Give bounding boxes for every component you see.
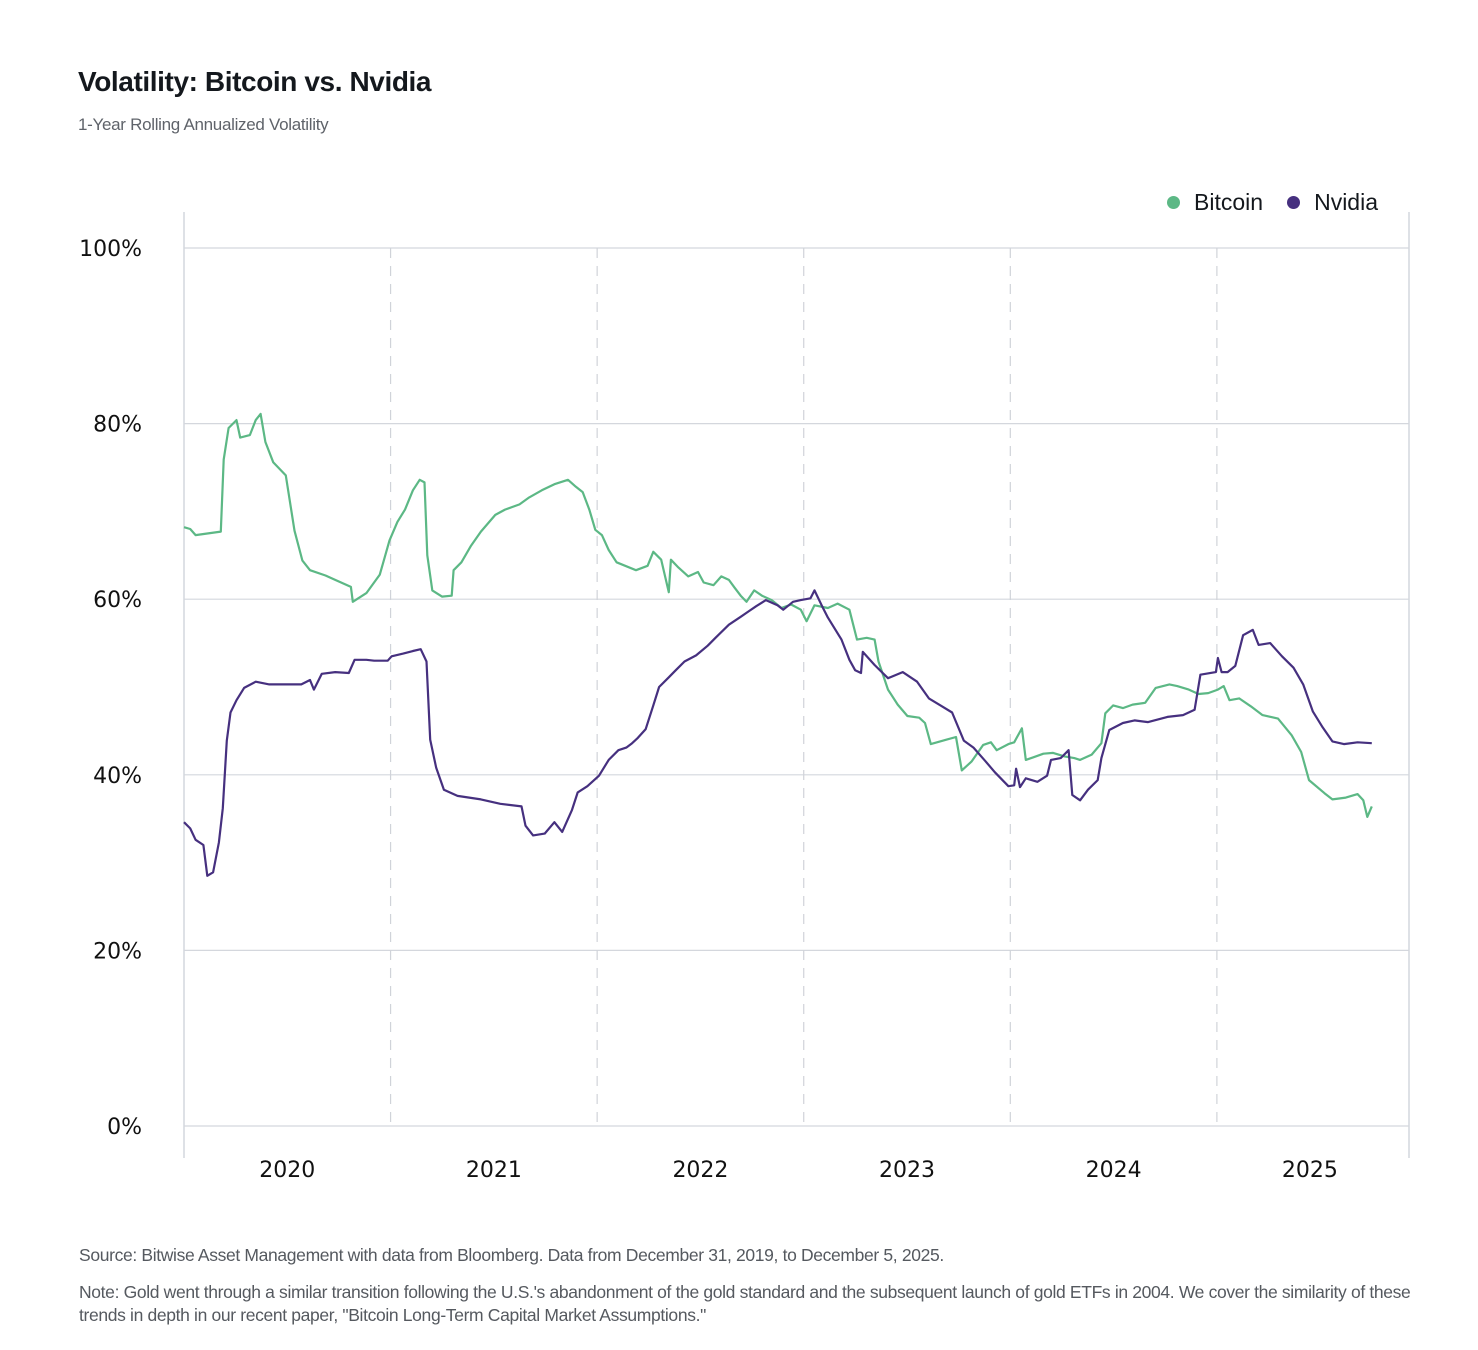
y-tick-label: 100%	[79, 237, 142, 262]
legend-dot-nvidia-icon	[1287, 196, 1301, 209]
chart-title: Volatility: Bitcoin vs. Nvidia	[78, 66, 432, 97]
series-line-nvidia	[183, 589, 1372, 877]
footnote: Note: Gold went through a similar transi…	[79, 1282, 1411, 1325]
x-tick-label: 2020	[259, 1158, 315, 1183]
series-line-bitcoin	[183, 412, 1373, 818]
legend-label-bitcoin: Bitcoin	[1194, 189, 1264, 215]
y-tick-label: 80%	[93, 413, 142, 438]
x-tick-label: 2025	[1282, 1158, 1338, 1183]
x-tick-label: 2023	[879, 1158, 935, 1183]
y-tick-label: 20%	[93, 939, 142, 964]
chart-subtitle: 1-Year Rolling Annualized Volatility	[78, 115, 329, 134]
legend-item-nvidia[interactable]: Nvidia	[1287, 189, 1378, 216]
x-tick-label: 2021	[466, 1158, 522, 1183]
legend-label-nvidia: Nvidia	[1314, 189, 1378, 215]
y-tick-label: 0%	[107, 1115, 142, 1140]
y-tick-label: 60%	[93, 588, 142, 613]
x-tick-label: 2022	[672, 1158, 728, 1183]
legend-item-bitcoin[interactable]: Bitcoin	[1167, 189, 1263, 216]
y-axis: 0% 20% 40% 60% 80% 100%	[79, 237, 142, 1140]
x-tick-label: 2024	[1086, 1158, 1142, 1183]
x-axis: 2020 2021 2022 2023 2024 2025	[259, 1158, 1338, 1183]
series-lines	[183, 412, 1373, 877]
legend: Bitcoin Nvidia	[1143, 189, 1378, 216]
source-note: Source: Bitwise Asset Management with da…	[79, 1245, 944, 1265]
y-tick-label: 40%	[93, 764, 142, 789]
legend-dot-bitcoin-icon	[1167, 196, 1181, 209]
grid	[183, 212, 1410, 1158]
